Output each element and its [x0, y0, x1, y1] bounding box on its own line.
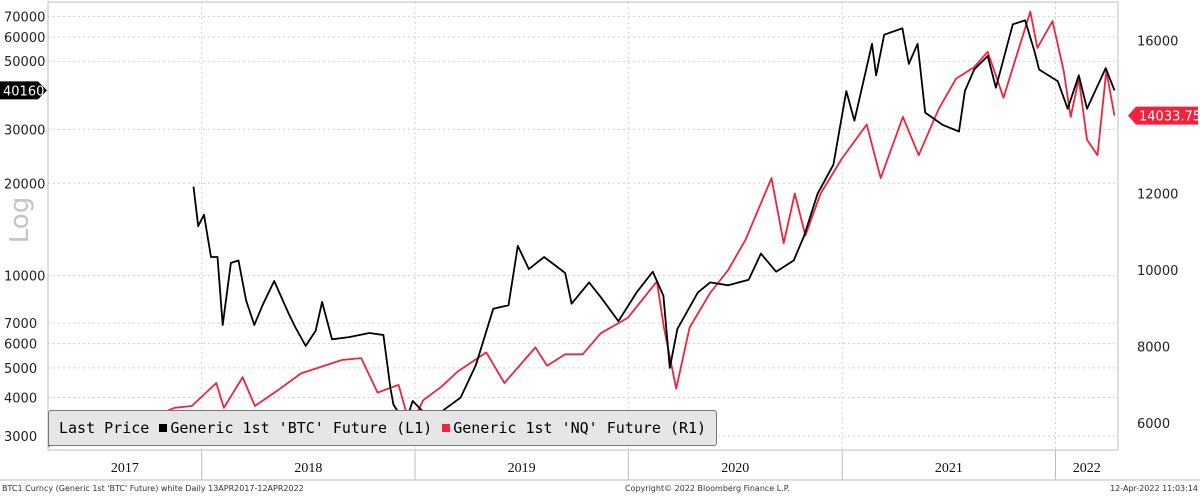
x-tick-label: 2022 [1073, 461, 1101, 476]
axes [0, 1, 1200, 481]
x-tick-label: 2018 [294, 461, 322, 476]
last-value-label-left: 40160 [3, 84, 44, 99]
y-left-tick-label: 5000 [4, 362, 37, 377]
y-left-tick-label: 30000 [4, 123, 45, 138]
plot-frame [47, 1, 1119, 451]
y-left-tick-label: 60000 [4, 31, 45, 46]
x-tick-labels: 2017 2018 2019 2020 2021 2022 [111, 461, 1101, 476]
y-left-tick-label: 4000 [4, 392, 37, 407]
grid-lines [48, 2, 1118, 450]
y-left-tick-label: 7000 [4, 317, 37, 332]
last-value-label-right: 14033.75 [1139, 110, 1200, 125]
legend-swatch-btc [159, 424, 168, 432]
y-tick-labels: 70000 60000 50000 30000 20000 10000 7000 6000 50… [4, 10, 1178, 445]
footer-center: Copyright© 2022 Bloomberg Finance L.P. [625, 484, 790, 493]
y-left-tick-label: 10000 [4, 270, 45, 285]
last-value-marker-right [1128, 106, 1198, 125]
legend-title: Last Price [59, 419, 150, 437]
legend-entry-nq: Generic 1st 'NQ' Future (R1) [453, 419, 707, 437]
y-right-tick-label: 6000 [1137, 417, 1170, 432]
footer-left: BTC1 Curncy (Generic 1st 'BTC' Future) w… [2, 484, 304, 493]
last-value-marker-left [0, 81, 47, 100]
y-left-tick-label: 6000 [4, 338, 37, 353]
x-tick-label: 2019 [508, 461, 536, 476]
last-value-markers: 40160 14033.75 [0, 81, 1200, 125]
y-left-tick-label: 50000 [4, 55, 45, 70]
y-left-tick-label: 20000 [4, 177, 45, 192]
series-line-btc [192, 19, 1116, 425]
x-tick-label: 2020 [721, 461, 749, 476]
y-right-tick-label: 10000 [1137, 264, 1178, 279]
y-left-tick-label: 3000 [4, 430, 37, 445]
x-tick-label: 2017 [111, 461, 139, 476]
legend-swatch-nq [442, 424, 451, 432]
footer-right: 12-Apr-2022 11:03:14 [1110, 484, 1198, 493]
y-right-tick-label: 8000 [1137, 341, 1170, 356]
series-lines [47, 10, 1116, 448]
y-right-tick-label: 12000 [1137, 187, 1178, 202]
x-tick-label: 2021 [935, 461, 963, 476]
series-line-nq [47, 10, 1116, 448]
y-left-tick-label: 70000 [4, 10, 45, 25]
legend-entry-btc: Generic 1st 'BTC' Future (L1) [170, 419, 433, 437]
y-right-tick-label: 16000 [1137, 34, 1178, 49]
scale-label: Log [5, 197, 35, 243]
legend: Last Price Generic 1st 'BTC' Future (L1)… [48, 410, 718, 446]
